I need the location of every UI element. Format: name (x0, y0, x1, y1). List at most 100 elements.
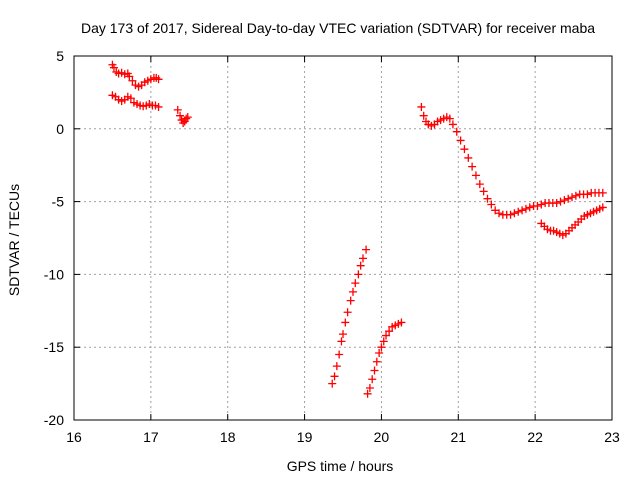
data-point (125, 72, 134, 81)
data-point (348, 287, 357, 296)
y-axis-label: SDTVAR / TECUs (6, 184, 22, 296)
data-point (533, 201, 542, 210)
data-point (356, 261, 365, 270)
data-point (154, 75, 163, 84)
data-point (518, 206, 527, 215)
data-point (560, 196, 569, 205)
data-point (368, 375, 377, 384)
x-tick-label: 18 (220, 429, 236, 445)
data-point (126, 94, 135, 103)
data-point (556, 197, 565, 206)
data-point (571, 191, 580, 200)
data-point (510, 209, 519, 218)
data-point (475, 180, 484, 189)
data-point (179, 118, 188, 127)
segment-e (417, 102, 607, 219)
x-tick-label: 17 (143, 429, 159, 445)
data-point (372, 357, 381, 366)
y-tick-labels: -20 -15 -10 -5 0 5 (44, 48, 64, 428)
data-point (483, 194, 492, 203)
data-point (419, 111, 428, 120)
data-point (365, 383, 374, 392)
data-point (377, 343, 386, 352)
data-point (176, 111, 185, 120)
data-point (460, 145, 469, 154)
data-point (375, 349, 384, 358)
segment-d (363, 318, 406, 398)
data-point (598, 188, 607, 197)
x-tick-label: 22 (527, 429, 543, 445)
data-point (456, 136, 465, 145)
grid-lines (74, 56, 612, 420)
data-point (448, 120, 457, 129)
x-tick-label: 21 (450, 429, 466, 445)
data-point (354, 270, 363, 279)
segment-c (328, 245, 371, 388)
data-point (358, 254, 367, 263)
data-point (183, 113, 192, 122)
data-point (506, 210, 515, 219)
data-point (487, 200, 496, 209)
y-tick-label: -20 (44, 412, 64, 428)
data-point (335, 350, 344, 359)
data-point (154, 102, 163, 111)
data-point (445, 114, 454, 123)
data-point (328, 379, 337, 388)
y-tick-label: -10 (44, 266, 64, 282)
data-point (468, 162, 477, 171)
data-point (128, 76, 137, 85)
data-point (351, 279, 360, 288)
data-point (385, 327, 394, 336)
data-point (495, 209, 504, 218)
data-point (363, 389, 372, 398)
y-tick-label: 5 (56, 48, 64, 64)
segment-f (537, 203, 607, 240)
data-point (382, 331, 391, 340)
data-point (525, 203, 534, 212)
y-tick-label: -15 (44, 339, 64, 355)
axis-ticks (73, 55, 613, 421)
data-point (452, 127, 461, 136)
x-tick-label: 23 (604, 429, 620, 445)
data-point (341, 318, 350, 327)
data-point (337, 337, 346, 346)
data-point (464, 153, 473, 162)
data-point (346, 296, 355, 305)
data-point (339, 330, 347, 339)
data-point (379, 337, 388, 346)
y-tick-label: -5 (52, 194, 65, 210)
data-point (564, 194, 573, 203)
data-point (370, 366, 379, 375)
data-point (552, 199, 561, 208)
chart-title: Day 173 of 2017, Sidereal Day-to-day VTE… (81, 20, 595, 36)
x-axis-label: GPS time / hours (287, 458, 394, 474)
data-point (537, 200, 546, 209)
y-tick-label: 0 (56, 121, 64, 137)
plot-frame (73, 55, 613, 421)
data-point (343, 308, 352, 317)
data-point (397, 318, 406, 327)
x-tick-label: 19 (297, 429, 313, 445)
data-point (471, 171, 480, 180)
data-point (173, 105, 182, 114)
data-point (109, 63, 118, 72)
data-points (108, 60, 607, 398)
data-point (362, 245, 371, 254)
data-point (598, 203, 607, 212)
data-point (332, 362, 341, 371)
x-tick-label: 20 (374, 429, 390, 445)
x-tick-label: 16 (66, 429, 82, 445)
data-point (479, 187, 488, 196)
x-tick-labels: 16 17 18 19 20 21 22 23 (66, 429, 620, 445)
data-point (521, 204, 530, 213)
segment-b (173, 105, 192, 127)
data-point (182, 114, 191, 123)
segment-a-upper (108, 60, 163, 91)
data-point (514, 207, 523, 216)
data-point (583, 190, 592, 199)
data-point (568, 193, 577, 202)
data-point (330, 372, 339, 381)
data-point (417, 102, 426, 111)
segment-a-lower (108, 91, 163, 111)
